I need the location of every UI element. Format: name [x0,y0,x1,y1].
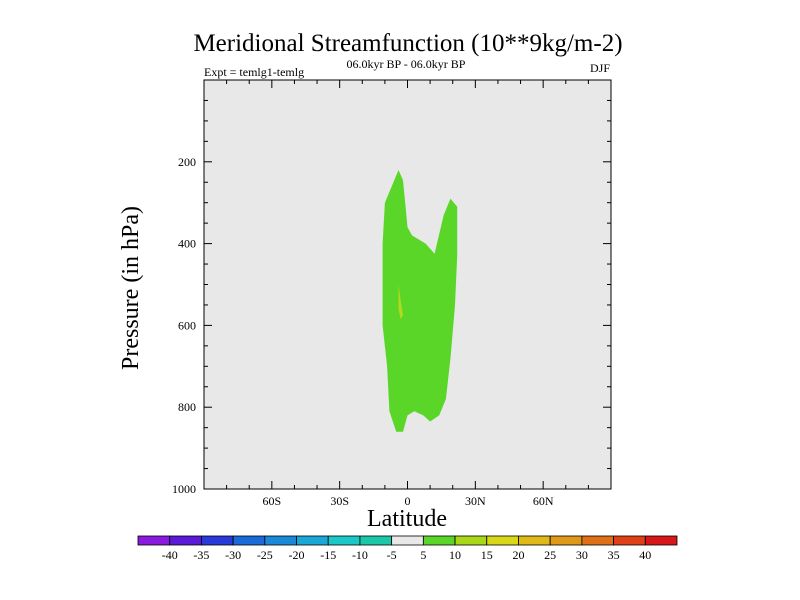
colorbar-box [518,535,551,546]
colorbar-label: 40 [639,548,651,562]
colorbar-label: -40 [162,548,178,562]
colorbar-label: 10 [449,548,461,562]
colorbar-label: -15 [320,548,336,562]
colorbar: -40 -35 -30 -25 -20 -15 -10 -5 5 10 15 20 25 30 35 40 [137,535,678,562]
colorbar-box [422,535,456,546]
contour-fill-1 [382,170,458,432]
x-axis-label: Latitude [367,506,447,532]
x-tick-label: 0 [405,494,411,508]
colorbar-box [454,535,488,546]
y-tick-label: 200 [178,155,196,169]
y-tick-label: 600 [178,318,196,332]
colorbar-label: -20 [289,548,305,562]
colorbar-box [169,535,202,546]
colorbar-label: -25 [257,548,273,562]
chart-title: Meridional Streamfunction (10**9kg/m-2) [193,30,622,57]
x-tick-label: 30N [465,494,486,508]
contour-fill-2 [398,284,403,320]
colorbar-label: 15 [481,548,493,562]
colorbar-box [581,535,614,546]
x-tick-label: 60N [533,494,554,508]
colorbar-box [232,535,266,546]
plot-area [203,79,612,490]
colorbar-label: -30 [225,548,241,562]
colorbar-label: 35 [608,548,620,562]
colorbar-box [359,535,393,546]
colorbar-box [549,535,583,546]
colorbar-box [391,535,424,546]
x-tick-label: 60S [262,494,281,508]
y-tick-label: 400 [178,237,196,251]
colorbar-label: 20 [512,548,524,562]
colorbar-box [486,535,519,546]
colorbar-label: 25 [544,548,556,562]
colorbar-box [327,535,361,546]
colorbar-label: -35 [193,548,209,562]
y-tick-label: 1000 [172,482,196,496]
colorbar-box [137,535,171,546]
subtitle-left: Expt = temlg1-temlg [204,65,304,79]
colorbar-label: 5 [420,548,426,562]
y-tick-label: 800 [178,400,196,414]
colorbar-box [613,535,646,546]
subtitle-center: 06.0kyr BP - 06.0kyr BP [347,57,466,71]
colorbar-box [201,535,234,546]
colorbar-box [264,535,297,546]
subtitle-right: DJF [590,61,610,75]
colorbar-box [644,535,678,546]
colorbar-label: -5 [387,548,397,562]
axis-ticks: 60S 30S 0 30N 60N 200 400 600 800 1000 [172,79,612,508]
x-tick-label: 30S [330,494,349,508]
colorbar-label: 30 [576,548,588,562]
colorbar-box [296,535,329,546]
y-axis-label: Pressure (in hPa) [118,206,144,370]
colorbar-label: -10 [352,548,368,562]
